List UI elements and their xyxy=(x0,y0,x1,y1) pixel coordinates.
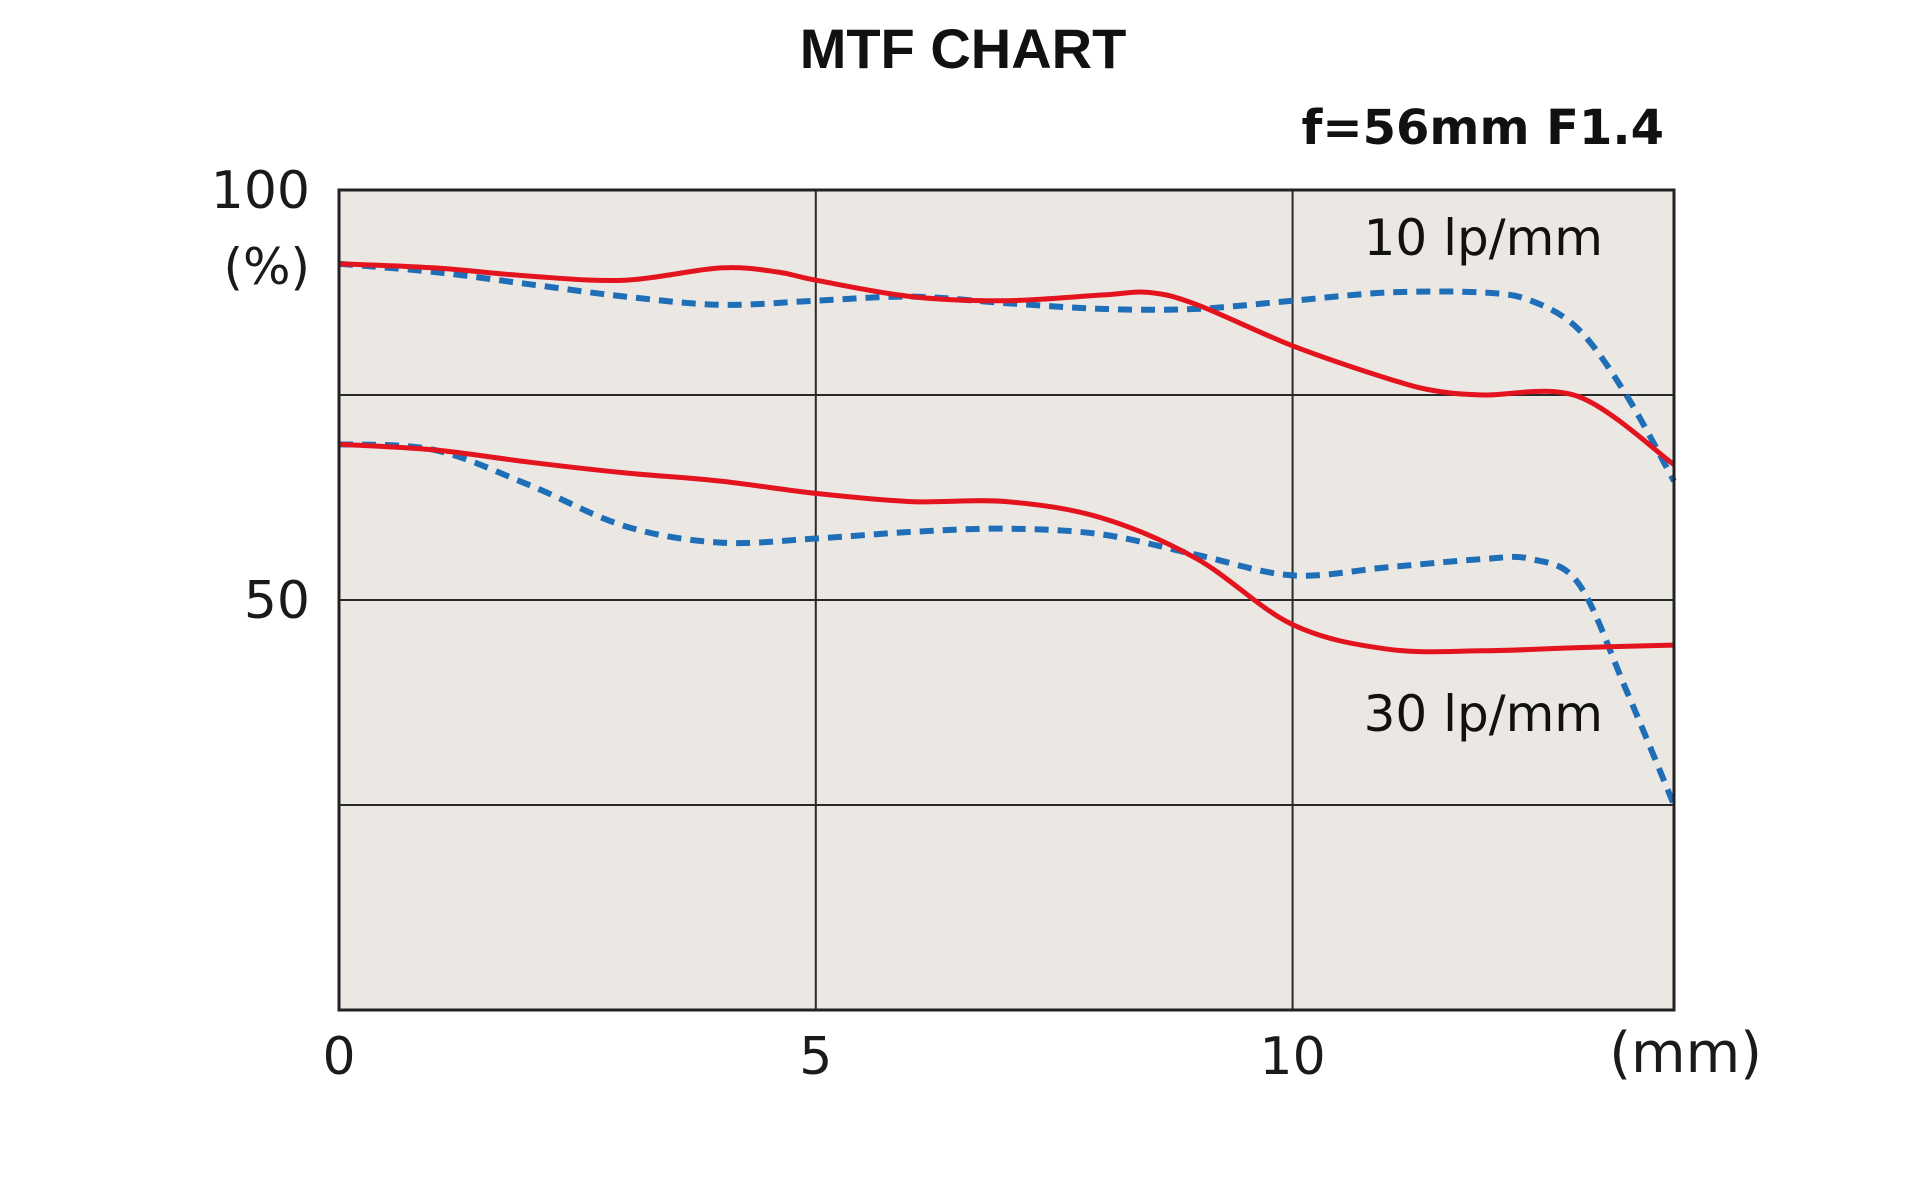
plot-frame xyxy=(337,188,1676,1012)
curve-label-background xyxy=(1353,199,1614,272)
x-axis-ticks: 0 5 10 xyxy=(322,1027,1325,1087)
curve-labels: 10 lp/mm 30 lp/mm xyxy=(1353,199,1614,747)
curve-label: 30 lp/mm xyxy=(1364,685,1603,743)
curve-label: 10 lp/mm xyxy=(1364,209,1603,267)
series-line-dashed-30lpmm xyxy=(338,441,1677,807)
y-tick-label: 100 xyxy=(211,161,310,221)
x-tick-label: 5 xyxy=(799,1027,832,1087)
plot-area xyxy=(337,188,1677,1012)
y-tick-label: 50 xyxy=(244,571,310,631)
curve-label-background xyxy=(1353,674,1614,747)
y-axis-label: (%) xyxy=(223,238,310,296)
chart-subtitle: f=56mm F1.4 xyxy=(1302,100,1664,156)
x-tick-label: 0 xyxy=(322,1027,355,1087)
x-axis-label: (mm) xyxy=(1609,1021,1762,1086)
chart-title: MTF CHART xyxy=(800,17,1127,80)
series-line-solid-30lpmm xyxy=(338,441,1675,655)
series-lines xyxy=(338,260,1677,807)
y-axis-ticks: 100 50 xyxy=(211,161,310,631)
x-tick-label: 10 xyxy=(1259,1027,1325,1087)
series-line-dashed-10lpmm xyxy=(338,260,1677,483)
series-line-solid-10lpmm xyxy=(338,261,1676,467)
